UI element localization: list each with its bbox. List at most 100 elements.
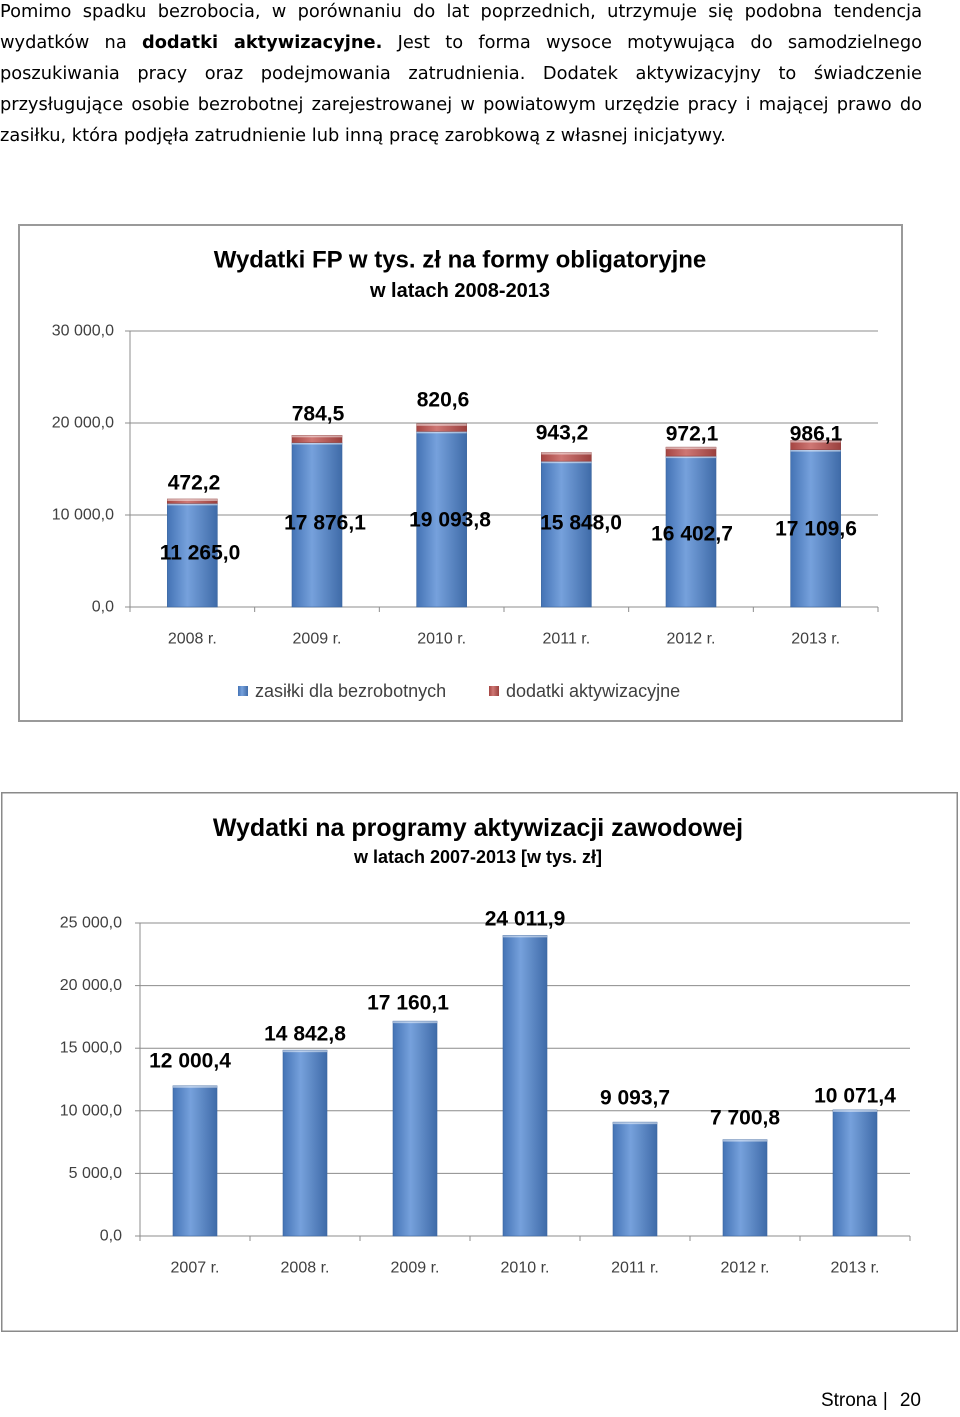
bar-highlight	[666, 456, 716, 459]
data-label: 986,1	[790, 423, 843, 446]
x-tick-label: 2012 r.	[721, 1260, 770, 1277]
chart-subtitle: w latach 2008-2013	[369, 280, 550, 302]
bar-highlight	[541, 461, 592, 464]
body-paragraph: Pomimo spadku bezrobocia, w porównaniu d…	[0, 0, 922, 151]
bar-highlight	[416, 423, 467, 426]
data-label: 12 000,4	[149, 1050, 231, 1073]
paragraph-line-2: wydatków na dodatki aktywizacyjne. Jest …	[0, 27, 922, 58]
bar-highlight	[283, 1050, 327, 1053]
y-tick-label: 15 000,0	[60, 1040, 122, 1057]
y-tick-label: 25 000,0	[60, 915, 122, 932]
legend-swatch	[238, 686, 248, 696]
bar-highlight	[167, 503, 218, 506]
x-tick-label: 2009 r.	[293, 631, 342, 648]
bar-highlight	[292, 435, 342, 438]
bar-highlight	[292, 442, 342, 445]
bar-zasilki-dla-bezrobotnych	[790, 449, 841, 608]
legend-label: dodatki aktywizacyjne	[506, 681, 680, 701]
bar-highlight	[393, 1021, 437, 1024]
bar-highlight	[790, 449, 841, 452]
bar	[172, 1085, 218, 1237]
data-label: 472,2	[168, 472, 221, 495]
chart-title: Wydatki FP w tys. zł na formy obligatory…	[214, 247, 707, 274]
bar	[722, 1139, 768, 1237]
data-label: 14 842,8	[264, 1023, 346, 1046]
bar-highlight	[173, 1085, 217, 1088]
chart-title: Wydatki na programy aktywizacji zawodowe…	[213, 814, 743, 842]
bar-highlight	[833, 1109, 877, 1112]
data-label: 9 093,7	[600, 1087, 670, 1110]
y-tick-label: 20 000,0	[60, 977, 122, 994]
chart-activation-programs: Wydatki na programy aktywizacji zawodowe…	[1, 792, 958, 1332]
bar-highlight	[167, 499, 218, 502]
bar	[502, 935, 548, 1237]
y-tick-label: 5 000,0	[69, 1165, 122, 1182]
bar-zasilki-dla-bezrobotnych	[416, 431, 467, 608]
bar-zasilki-dla-bezrobotnych	[167, 503, 218, 608]
data-label: 943,2	[536, 422, 589, 445]
y-tick-label: 0,0	[92, 599, 114, 616]
bar-highlight	[416, 431, 467, 434]
page-number: 20	[899, 1390, 921, 1411]
chart-1-plot: Wydatki FP w tys. zł na formy obligatory…	[18, 224, 903, 722]
page-footer: Strona | 20	[821, 1389, 921, 1413]
paragraph-line-5: zasiłku, która podjęła zatrudnienie lub …	[0, 125, 726, 146]
data-label: 11 265,0	[160, 542, 241, 565]
paragraph-text: wydatków na	[0, 32, 142, 53]
bar	[612, 1121, 658, 1237]
y-tick-label: 30 000,0	[52, 323, 114, 340]
chart-2-plot: Wydatki na programy aktywizacji zawodowe…	[1, 792, 958, 1332]
data-label: 820,6	[417, 389, 470, 412]
bold-term: dodatki aktywizacyjne.	[141, 32, 383, 53]
data-label: 24 011,9	[485, 908, 566, 931]
page-separator: |	[882, 1390, 888, 1411]
data-label: 7 700,8	[710, 1107, 780, 1130]
bar-highlight	[613, 1122, 657, 1125]
bar-highlight	[503, 935, 547, 938]
x-tick-label: 2011 r.	[542, 631, 590, 648]
x-tick-label: 2013 r.	[791, 631, 840, 648]
chart-frame	[1, 792, 958, 1332]
bar-highlight	[541, 452, 592, 455]
y-tick-label: 10 000,0	[60, 1102, 122, 1119]
page-label: Strona	[820, 1390, 877, 1411]
paragraph-line-4: przysługujące osobie bezrobotnej zarejes…	[0, 94, 922, 115]
x-tick-label: 2010 r.	[417, 631, 466, 648]
paragraph-line-3: poszukiwania pracy oraz podejmowania zat…	[0, 63, 922, 84]
bar	[392, 1020, 438, 1237]
data-label: 784,5	[292, 403, 345, 426]
data-label: 19 093,8	[409, 509, 491, 532]
chart-subtitle: w latach 2007-2013 [w tys. zł]	[353, 847, 602, 867]
x-tick-label: 2009 r.	[391, 1260, 440, 1277]
data-label: 16 402,7	[651, 523, 733, 546]
bar	[832, 1109, 878, 1237]
x-tick-label: 2012 r.	[667, 631, 716, 648]
bar-highlight	[666, 447, 716, 450]
paragraph-text: Jest to forma wysoce motywująca do samod…	[382, 32, 923, 53]
x-tick-label: 2013 r.	[831, 1260, 880, 1277]
bar-zasilki-dla-bezrobotnych	[541, 460, 592, 608]
x-tick-label: 2007 r.	[171, 1260, 220, 1277]
bar-highlight	[790, 440, 841, 443]
data-label: 17 876,1	[284, 512, 366, 535]
bar-highlight	[723, 1139, 767, 1142]
bar	[282, 1049, 328, 1237]
y-tick-label: 10 000,0	[52, 507, 114, 524]
paragraph-line-1: Pomimo spadku bezrobocia, w porównaniu d…	[0, 1, 922, 22]
data-label: 15 848,0	[540, 512, 622, 535]
data-label: 17 109,6	[775, 518, 857, 541]
legend-label: zasiłki dla bezrobotnych	[255, 681, 446, 701]
x-tick-label: 2008 r.	[281, 1260, 330, 1277]
y-tick-label: 20 000,0	[52, 415, 114, 432]
data-label: 972,1	[666, 423, 719, 446]
x-tick-label: 2010 r.	[501, 1260, 550, 1277]
data-label: 17 160,1	[367, 992, 449, 1015]
bar-zasilki-dla-bezrobotnych	[665, 455, 717, 608]
x-tick-label: 2008 r.	[168, 631, 217, 648]
y-tick-label: 0,0	[100, 1228, 122, 1245]
x-tick-label: 2011 r.	[611, 1260, 659, 1277]
data-label: 10 071,4	[814, 1085, 896, 1108]
chart-obligatory-expenses: Wydatki FP w tys. zł na formy obligatory…	[18, 224, 903, 722]
legend-swatch	[489, 686, 499, 696]
